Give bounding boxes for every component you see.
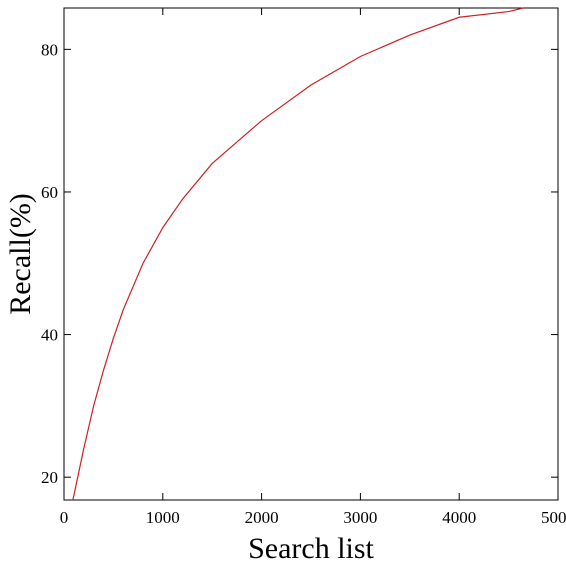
x-tick-label: 2000 <box>245 508 279 527</box>
y-tick-label: 20 <box>41 468 58 487</box>
x-tick-label: 5000 <box>541 508 566 527</box>
plot-frame <box>63 7 559 501</box>
y-tick-label: 60 <box>41 183 58 202</box>
y-tick-label: 80 <box>41 40 58 59</box>
data-line <box>72 7 524 501</box>
x-axis-label: Search list <box>248 532 374 565</box>
x-tick-label: 0 <box>60 508 69 527</box>
x-tick-label: 3000 <box>343 508 377 527</box>
y-axis-label: Recall(%) <box>4 193 37 315</box>
y-tick-label: 40 <box>41 326 58 345</box>
x-tick-label: 1000 <box>146 508 180 527</box>
x-tick-label: 4000 <box>442 508 476 527</box>
